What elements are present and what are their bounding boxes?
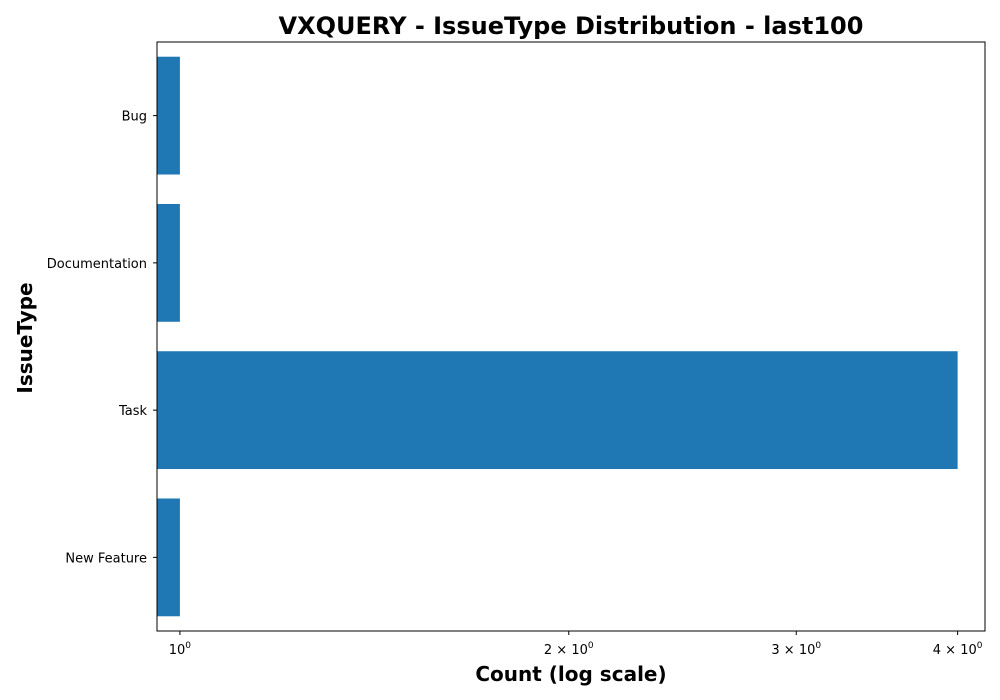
chart-title: VXQUERY - IssueType Distribution - last1…	[279, 12, 864, 40]
bar-new-feature	[157, 498, 180, 617]
y-ticks-layer: Bug Documentation Task New Feature	[47, 110, 157, 566]
axes-frame	[156, 41, 986, 632]
bar-documentation	[157, 203, 180, 322]
x-tick-label: 3 × 100	[771, 641, 821, 658]
bar-bug	[157, 56, 180, 175]
y-tick-label: Documentation	[47, 257, 147, 272]
y-tick-label: Bug	[122, 110, 147, 125]
x-tick-label: 4 × 100	[933, 641, 983, 658]
bars-layer	[157, 56, 958, 617]
x-tick-label: 100	[169, 641, 192, 658]
bar-task	[157, 351, 958, 470]
x-axis-label: Count (log scale)	[475, 662, 666, 686]
y-tick-label: Task	[118, 404, 148, 419]
y-axis-label: IssueType	[13, 282, 37, 393]
y-tick-label: New Feature	[65, 551, 147, 566]
x-ticks-layer: 100 2 × 100 3 × 100 4 × 100	[169, 631, 983, 658]
x-tick-label: 2 × 100	[544, 641, 594, 658]
